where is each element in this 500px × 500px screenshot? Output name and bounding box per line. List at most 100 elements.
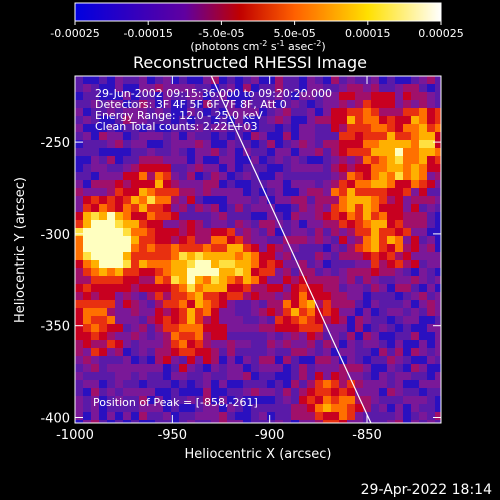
heat-cell: [331, 212, 339, 220]
heat-cell: [83, 84, 91, 92]
heat-cell: [179, 300, 187, 308]
heat-cell: [179, 388, 187, 396]
heat-cell: [211, 340, 219, 348]
heat-cell: [331, 332, 339, 340]
heat-cell: [171, 92, 179, 100]
heat-cell: [155, 276, 163, 284]
heat-cell: [371, 212, 379, 220]
heat-cell: [291, 372, 299, 380]
heat-cell: [395, 268, 403, 276]
heat-cell: [259, 276, 267, 284]
heat-cell: [275, 124, 283, 132]
heat-cell: [163, 372, 171, 380]
heat-cell: [259, 196, 267, 204]
heat-cell: [267, 380, 275, 388]
heat-cell: [339, 204, 347, 212]
heat-cell: [395, 404, 403, 412]
heat-cell: [411, 108, 419, 116]
heat-cell: [323, 268, 331, 276]
heat-cell: [371, 308, 379, 316]
heat-cell: [131, 76, 139, 84]
heat-cell: [403, 244, 411, 252]
heat-cell: [323, 196, 331, 204]
heat-cell: [99, 324, 107, 332]
heat-cell: [203, 324, 211, 332]
heat-cell: [211, 188, 219, 196]
heat-cell: [355, 100, 363, 108]
heat-cell: [299, 276, 307, 284]
heat-cell: [427, 108, 435, 116]
heat-cell: [139, 380, 147, 388]
heat-cell: [91, 292, 99, 300]
heat-cell: [99, 292, 107, 300]
heat-cell: [243, 372, 251, 380]
heat-cell: [395, 204, 403, 212]
heat-cell: [339, 220, 347, 228]
heat-cell: [331, 108, 339, 116]
heat-cell: [315, 404, 323, 412]
heat-cell: [379, 92, 387, 100]
heat-cell: [179, 156, 187, 164]
heat-cell: [123, 260, 131, 268]
heat-cell: [155, 196, 163, 204]
heat-cell: [387, 244, 395, 252]
heat-cell: [379, 388, 387, 396]
heat-cell: [395, 260, 403, 268]
heat-cell: [107, 276, 115, 284]
heat-cell: [123, 196, 131, 204]
heat-cell: [75, 132, 83, 140]
heat-cell: [187, 324, 195, 332]
heat-cell: [115, 372, 123, 380]
heat-cell: [243, 380, 251, 388]
heat-cell: [387, 292, 395, 300]
heat-cell: [123, 180, 131, 188]
heat-cell: [419, 132, 427, 140]
heat-cell: [147, 396, 155, 404]
heat-cell: [363, 364, 371, 372]
heat-cell: [251, 412, 259, 420]
heat-cell: [163, 420, 171, 423]
heat-cell: [75, 164, 83, 172]
heat-cell: [75, 244, 83, 252]
heat-cell: [371, 204, 379, 212]
heat-cell: [123, 236, 131, 244]
heat-cell: [131, 84, 139, 92]
heat-cell: [171, 236, 179, 244]
heat-cell: [339, 76, 347, 84]
heat-cell: [211, 348, 219, 356]
heat-cell: [299, 292, 307, 300]
heat-cell: [227, 380, 235, 388]
heat-cell: [171, 196, 179, 204]
heat-cell: [387, 108, 395, 116]
heat-cell: [227, 188, 235, 196]
heat-cell: [347, 196, 355, 204]
heat-cell: [315, 308, 323, 316]
heat-cell: [339, 116, 347, 124]
heat-cell: [291, 420, 299, 423]
heat-cell: [371, 364, 379, 372]
heat-cell: [395, 292, 403, 300]
heat-cell: [203, 300, 211, 308]
y-tick-label: -400: [40, 411, 70, 426]
heat-cell: [139, 180, 147, 188]
heat-cell: [275, 92, 283, 100]
heat-cell: [259, 236, 267, 244]
heat-cell: [387, 172, 395, 180]
heat-cell: [75, 356, 83, 364]
heat-cell: [251, 396, 259, 404]
heat-cell: [99, 116, 107, 124]
heat-cell: [211, 196, 219, 204]
heat-cell: [331, 404, 339, 412]
heat-cell: [323, 100, 331, 108]
heat-cell: [363, 100, 371, 108]
heat-cell: [251, 372, 259, 380]
heat-cell: [259, 268, 267, 276]
heat-cell: [275, 308, 283, 316]
heat-cell: [419, 188, 427, 196]
heat-cell: [331, 308, 339, 316]
heat-cell: [99, 212, 107, 220]
heat-cell: [219, 324, 227, 332]
heat-cell: [179, 108, 187, 116]
heat-cell: [187, 196, 195, 204]
heat-cell: [299, 324, 307, 332]
